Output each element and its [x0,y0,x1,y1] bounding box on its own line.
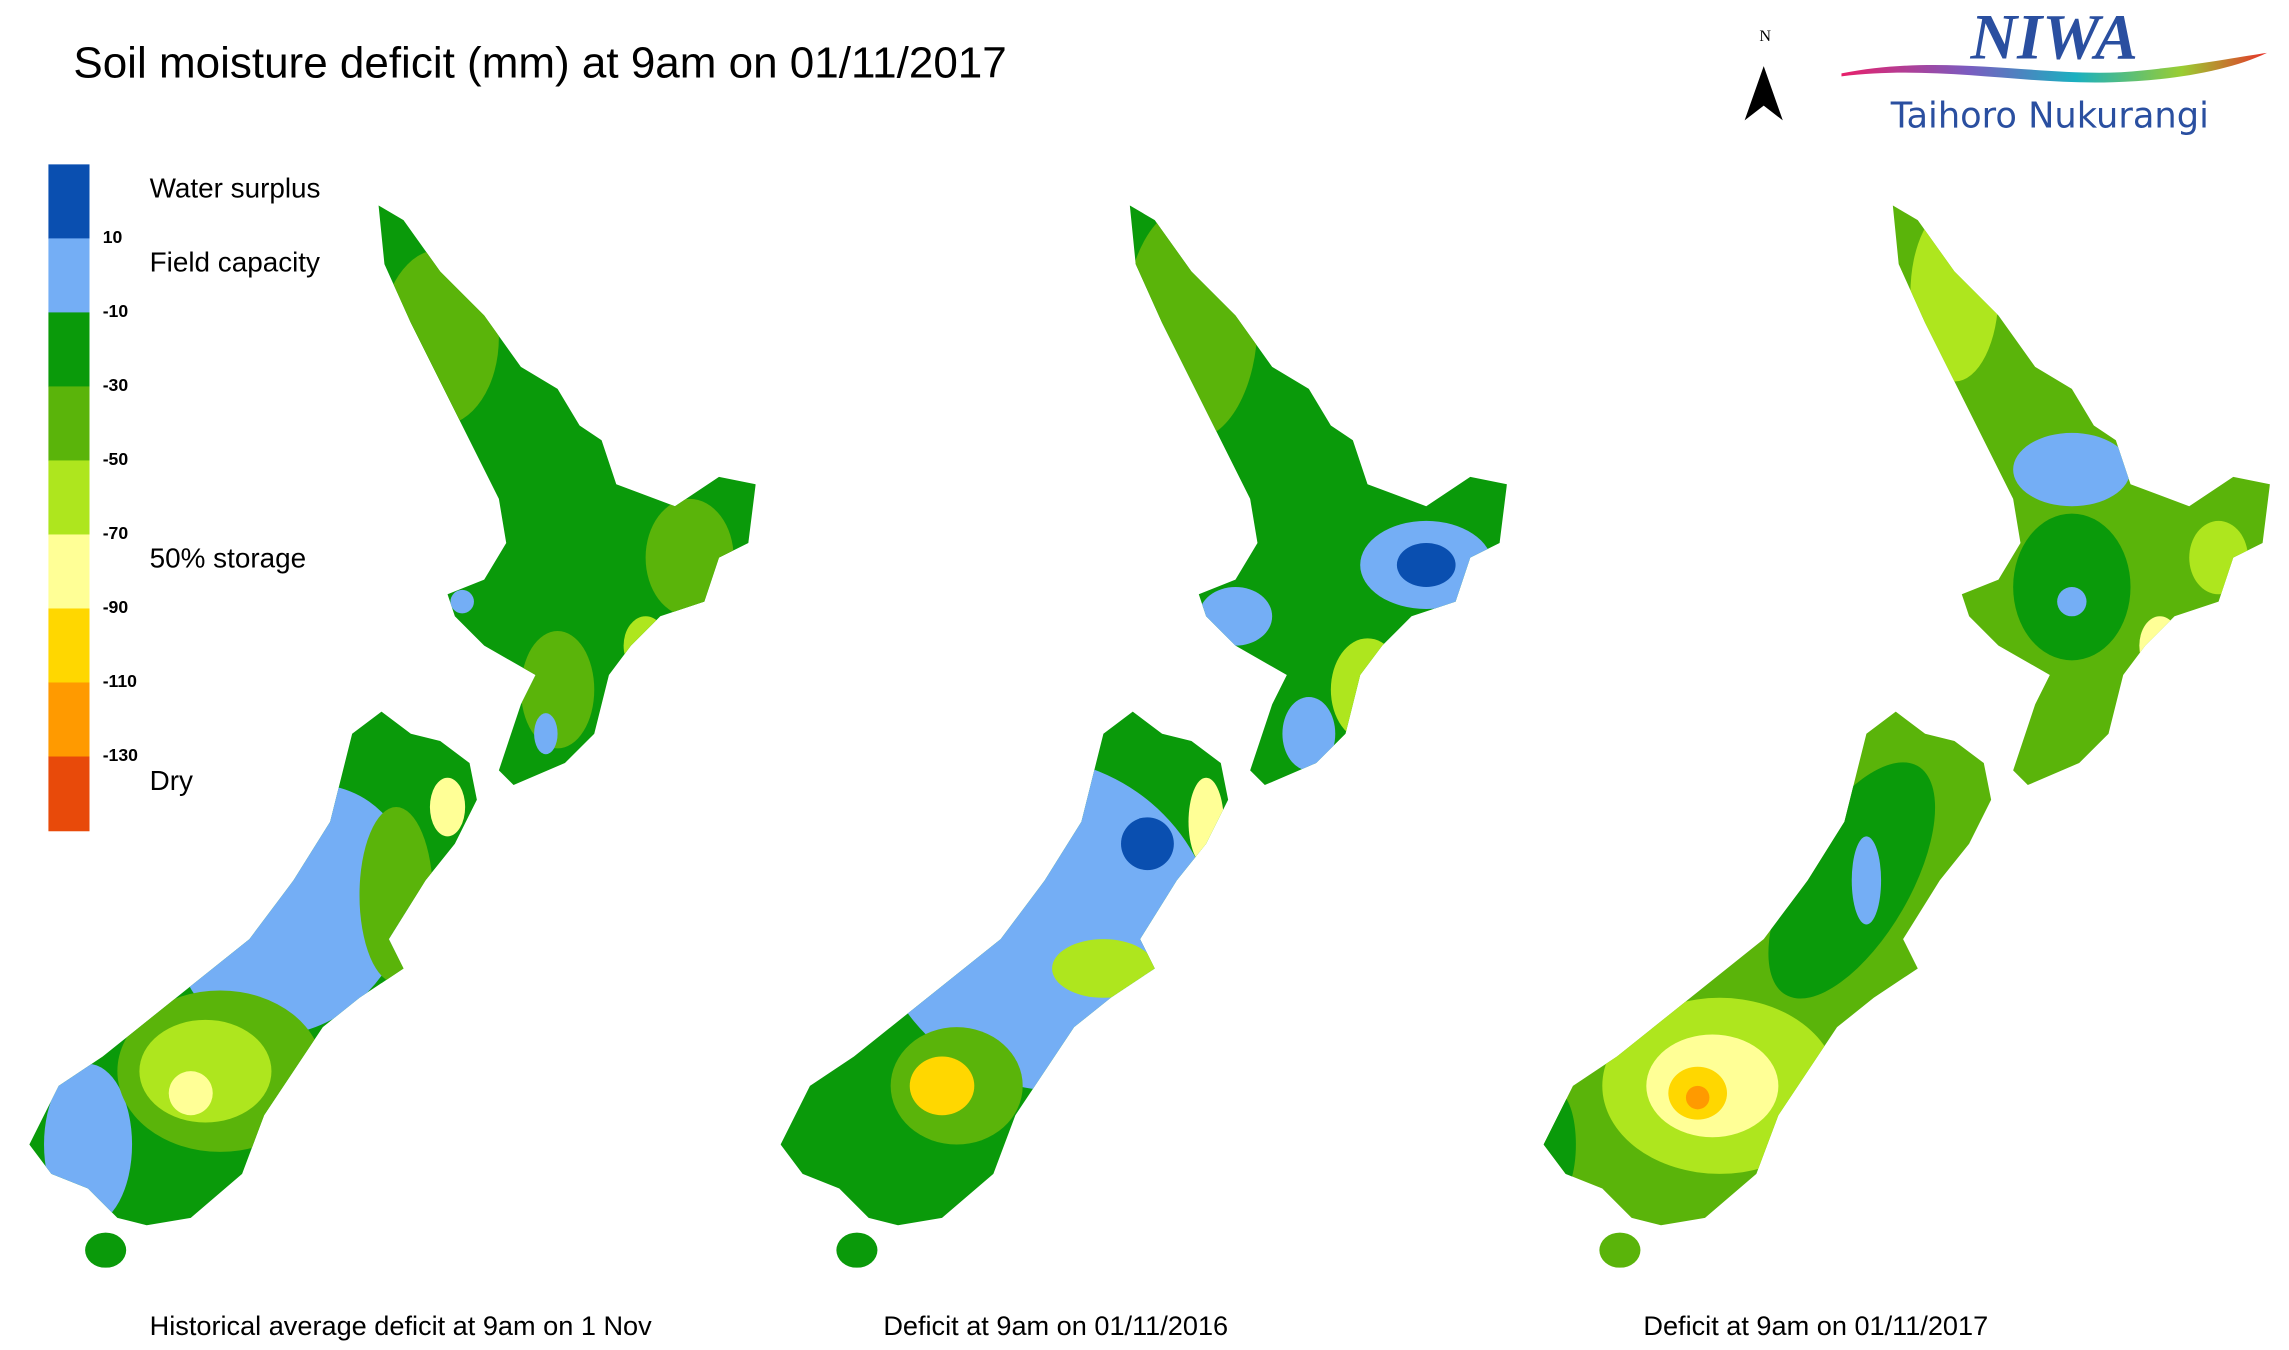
legend: 10 -10 -30 -50 -70 -90 -110 -130 Water surplus Fi… [48,164,321,832]
legend-swatch [48,312,90,388]
legend-tick-label: -30 [103,375,129,395]
north-label: N [1759,28,1771,45]
legend-tick-label: -50 [103,449,129,469]
map [1543,205,2270,1268]
map-caption: Deficit at 9am on 01/11/2017 [1643,1310,1988,1341]
logo-swoosh [1841,52,2267,83]
legend-swatch [48,238,90,314]
legend-swatch [48,534,90,610]
captions: Historical average deficit at 9am on 1 N… [150,1310,1989,1341]
map [780,205,1507,1268]
map-caption: Deficit at 9am on 01/11/2016 [883,1310,1228,1341]
north-arrow [1744,66,1783,121]
title: Soil moisture deficit (mm) at 9am on 01/… [73,39,1006,88]
legend-tick-label: -130 [103,745,138,765]
logo-name: NIWA [1970,1,2138,73]
legend-label: Field capacity [150,247,320,278]
legend-swatch [48,460,90,536]
legend-tick-label: -70 [103,523,129,543]
legend-swatch [48,608,90,684]
map-caption: Historical average deficit at 9am on 1 N… [150,1310,652,1341]
legend-label: Dry [150,765,193,796]
legend-swatch [48,386,90,462]
legend-swatch [48,682,90,758]
legend-swatch [48,756,90,832]
legend-swatch [48,164,90,240]
legend-label: Water surplus [150,173,321,204]
legend-tick-label: -90 [103,597,129,617]
legend-tick-label: 10 [103,227,123,247]
legend-tick-label: -110 [103,671,137,691]
logo-subtitle: Taihoro Nukurangi [1890,96,2209,137]
legend-label: 50% storage [150,543,306,574]
legend-tick-label: -10 [103,301,129,321]
